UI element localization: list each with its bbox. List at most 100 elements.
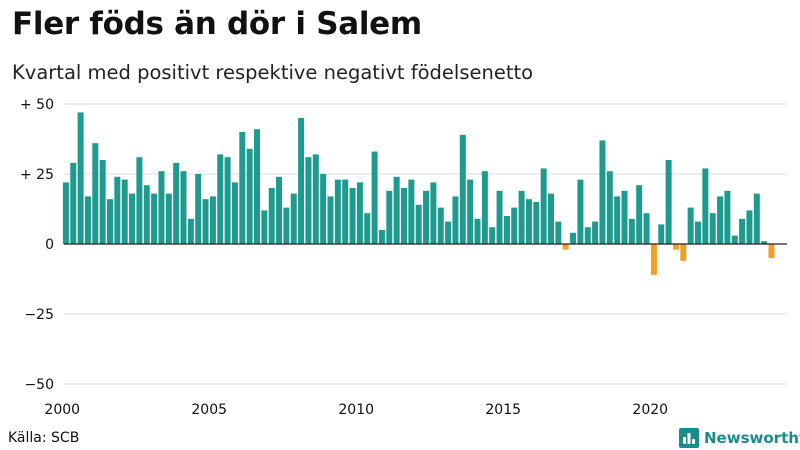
bar-positive (224, 157, 231, 244)
y-tick-label: −50 (24, 377, 54, 393)
bar-positive (643, 213, 650, 244)
bar-positive (261, 210, 268, 244)
bar-positive (401, 188, 407, 244)
bar-positive (290, 193, 297, 244)
bar-positive (327, 196, 334, 244)
bar-positive (254, 129, 260, 244)
bar-positive (187, 218, 194, 244)
bar-positive (628, 218, 635, 244)
bar-positive (606, 171, 613, 244)
bar-positive (173, 162, 180, 244)
bar-positive (702, 168, 709, 244)
bar-positive (423, 190, 430, 244)
bar-positive (548, 193, 554, 244)
bar-positive (695, 221, 701, 244)
bar-positive (386, 190, 393, 244)
bar-positive (246, 148, 253, 244)
bar-positive (151, 193, 158, 244)
bar-positive (577, 179, 584, 244)
brand-name: Newsworthy (704, 429, 800, 447)
bar-positive (724, 190, 731, 244)
bar-positive (570, 232, 577, 244)
bar-positive (312, 154, 319, 244)
bar-positive (231, 182, 238, 244)
bar-positive (356, 182, 363, 244)
bar-positive (445, 221, 452, 244)
bar-positive (746, 210, 753, 244)
bar-negative (768, 244, 775, 258)
y-tick-label: −25 (24, 307, 54, 323)
bar-positive (195, 174, 202, 244)
bar-positive (84, 196, 91, 244)
bar-positive (334, 179, 341, 244)
bar-positive (452, 196, 459, 244)
bar-positive (474, 218, 481, 244)
x-tick-label: 2015 (485, 402, 521, 418)
x-tick-label: 2000 (44, 402, 80, 418)
bar-positive (540, 168, 547, 244)
source-note: Källa: SCB (8, 430, 80, 446)
bar-negative (672, 244, 679, 250)
bar-positive (430, 182, 437, 244)
bar-positive (349, 188, 356, 244)
bar-positive (217, 154, 224, 244)
bar-positive (467, 179, 474, 244)
bar-positive (592, 221, 599, 244)
bar-positive (658, 224, 665, 244)
y-tick-label: + 25 (20, 167, 54, 183)
bar-positive (511, 207, 518, 244)
bar-positive (158, 171, 165, 244)
bar-positive (180, 171, 187, 244)
bar-positive (717, 196, 724, 244)
bar-positive (408, 179, 415, 244)
bar-negative (680, 244, 687, 261)
bar-positive (496, 190, 503, 244)
bar-positive (584, 227, 591, 244)
bar-positive (62, 182, 69, 244)
bar-positive (143, 185, 150, 244)
bar-positive (305, 157, 312, 244)
bar-chart-logo-icon (679, 428, 699, 448)
bar-positive (636, 185, 643, 244)
bar-positive (739, 218, 746, 244)
bar-positive (761, 241, 768, 244)
bar-positive (481, 171, 488, 244)
bar-positive (555, 221, 562, 244)
bar-positive (121, 179, 128, 244)
bars (62, 112, 775, 275)
bar-positive (202, 199, 209, 244)
bar-positive (320, 174, 327, 244)
bar-positive (731, 235, 738, 244)
bar-positive (283, 207, 290, 244)
bar-positive (533, 202, 540, 244)
bar-positive (298, 118, 305, 244)
bar-positive (503, 216, 510, 244)
bar-positive (415, 204, 422, 244)
bar-positive (437, 207, 444, 244)
bar-positive (687, 207, 694, 244)
y-axis-tick-labels: + 50 + 25 0 −25 −50 (20, 97, 54, 393)
x-tick-label: 2020 (632, 402, 668, 418)
bar-positive (614, 196, 621, 244)
bar-positive (393, 176, 400, 244)
bar-positive (342, 179, 349, 244)
bar-positive (665, 160, 672, 244)
bar-positive (599, 140, 606, 244)
bar-negative (650, 244, 657, 275)
bar-positive (136, 157, 143, 244)
x-tick-label: 2010 (338, 402, 374, 418)
bar-positive (114, 176, 121, 244)
bar-positive (489, 227, 496, 244)
x-axis-tick-labels: 2000 2005 2010 2015 2020 (44, 402, 668, 418)
bar-positive (209, 196, 216, 244)
bar-positive (378, 230, 385, 244)
bar-negative (562, 244, 569, 250)
bar-positive (753, 193, 760, 244)
bar-positive (99, 160, 106, 244)
bar-positive (239, 132, 246, 244)
bar-positive (276, 176, 283, 244)
chart-title: Fler föds än dör i Salem (12, 6, 422, 42)
brand-logo: Newsworthy (679, 427, 800, 449)
chart-subtitle: Kvartal med positivt respektive negativt… (12, 61, 534, 84)
